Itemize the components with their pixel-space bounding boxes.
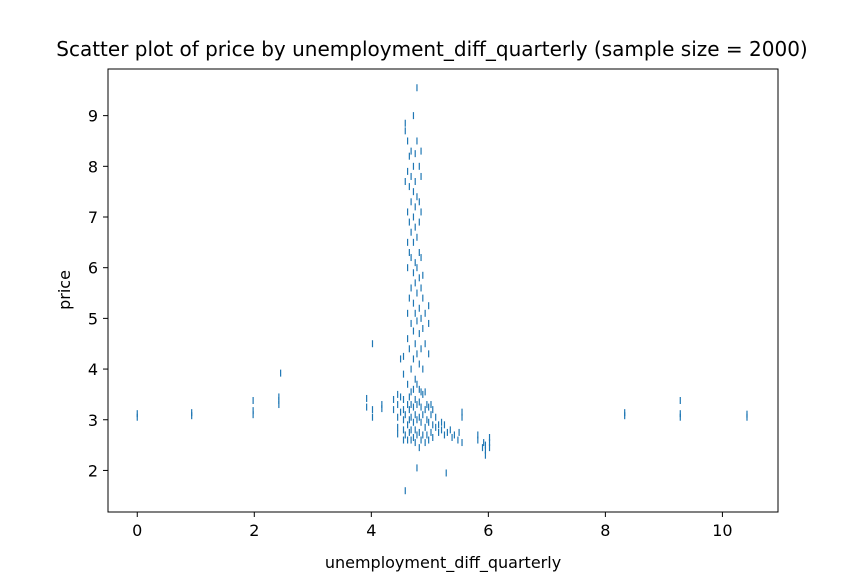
y-tick-label: 7 bbox=[88, 208, 98, 227]
points-layer bbox=[136, 84, 748, 495]
y-tick-label: 9 bbox=[88, 107, 98, 126]
y-tick-label: 5 bbox=[88, 309, 98, 328]
y-tick-label: 6 bbox=[88, 259, 98, 278]
y-tick-label: 8 bbox=[88, 157, 98, 176]
y-axis: 2 3 4 5 6 7 8 9 bbox=[88, 107, 108, 480]
chart-title: Scatter plot of price by unemployment_di… bbox=[56, 37, 807, 61]
y-tick-label: 2 bbox=[88, 461, 98, 480]
y-tick-label: 3 bbox=[88, 411, 98, 430]
x-tick-label: 8 bbox=[600, 521, 610, 540]
y-tick-label: 4 bbox=[88, 360, 98, 379]
x-axis: 0 2 4 6 8 10 bbox=[132, 512, 733, 540]
x-tick-label: 2 bbox=[249, 521, 259, 540]
y-axis-label: price bbox=[55, 270, 74, 310]
x-axis-label: unemployment_diff_quarterly bbox=[325, 553, 561, 573]
x-tick-label: 0 bbox=[132, 521, 142, 540]
x-tick-label: 6 bbox=[483, 521, 493, 540]
x-tick-label: 4 bbox=[366, 521, 376, 540]
x-tick-label: 10 bbox=[712, 521, 732, 540]
plot-frame bbox=[107, 68, 779, 513]
